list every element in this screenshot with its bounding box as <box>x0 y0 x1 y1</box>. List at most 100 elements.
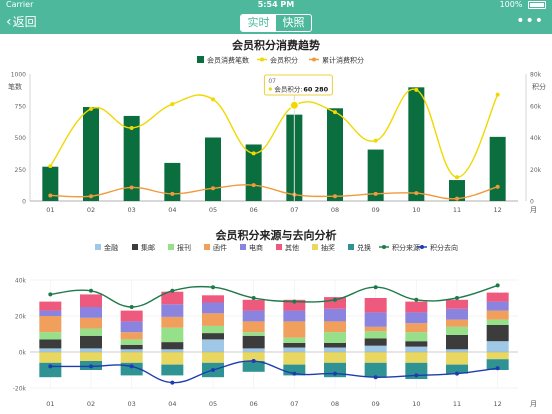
chart2-bar-segment <box>39 316 62 333</box>
chart1-xtick: 08 <box>331 206 339 214</box>
chart1-bar <box>489 136 506 201</box>
chart1-bar <box>245 144 262 201</box>
battery-icon <box>528 0 546 9</box>
chart2-point-dest <box>292 371 297 376</box>
chart2-bar-segment <box>161 342 184 350</box>
chart2-bar-segment <box>161 304 184 317</box>
chart1-tooltip-label: 会员积分: <box>274 85 302 94</box>
chart2-xtick: 05 <box>209 400 217 408</box>
chart2-bar-segment <box>80 352 102 361</box>
chart2-bar-segment <box>446 349 468 352</box>
chart2-xtick: 11 <box>453 400 461 408</box>
chart1-ylabel-right: 积分 <box>532 82 546 91</box>
chart2-xtick: 03 <box>128 400 136 408</box>
chart2-bar-segment <box>39 339 62 349</box>
chart1-point-cum <box>170 191 175 196</box>
chart2-point-dest <box>89 364 93 369</box>
chart2-legend-swatch <box>132 244 138 250</box>
chart2-xtick: 06 <box>250 400 258 408</box>
chart1-point-cum <box>129 185 134 190</box>
chart2-bar-segment <box>161 352 184 365</box>
chart2-point-dest <box>373 375 378 380</box>
chart2-legend-label: 函件 <box>213 243 227 252</box>
chart2-bar-segment <box>486 310 509 320</box>
chart2-bar-segment <box>486 301 509 311</box>
chart2-bar-segment <box>283 321 306 338</box>
chart1-point-cum <box>455 196 459 201</box>
chart2-bar-segment <box>486 292 509 302</box>
chart1-point-cum <box>333 194 337 199</box>
chart1-bar <box>408 87 425 201</box>
chart1-point-member <box>170 102 175 107</box>
chart2-legend-label: 积分来源 <box>392 243 420 252</box>
chart2-bar-segment <box>324 343 346 348</box>
chart2-bar-segment <box>120 339 143 345</box>
tab-snapshot[interactable]: 快照 <box>282 16 305 29</box>
chart2-line-dest <box>50 360 498 384</box>
chart2-bar-segment <box>364 298 387 313</box>
back-button[interactable]: ‹返回 <box>6 14 37 30</box>
chart1-line-cum <box>50 184 498 200</box>
chart2-bar-segment <box>364 326 387 332</box>
chart2-bar-segment <box>486 352 509 360</box>
chart2-bar-segment <box>324 297 346 309</box>
chart2-point-dest <box>170 380 175 385</box>
chart2-bar-segment <box>405 346 428 352</box>
chart2-bar-segment <box>202 325 224 334</box>
chart1-tooltip-dot <box>268 87 272 91</box>
tab-realtime[interactable]: 实时 <box>241 15 276 31</box>
chart1-xtick: 09 <box>372 206 380 214</box>
chart1-ytick-right: 0 <box>530 199 534 206</box>
clock: 5:54 PM <box>257 0 295 9</box>
chart2-bar-segment <box>242 310 265 322</box>
chart2-bar-segment <box>80 307 102 318</box>
chart2-bar-segment <box>405 312 428 324</box>
chart2-bar-segment <box>324 347 346 352</box>
more-dots-icon[interactable]: ••• <box>516 13 544 29</box>
chart1-line-member <box>49 88 499 178</box>
chart1-ytick-right: 20k <box>530 167 542 174</box>
chart2-legend-swatch <box>240 244 246 250</box>
chart2-bar-segment <box>202 295 224 303</box>
chevron-left-icon: ‹ <box>6 14 12 30</box>
chart2-bar-segment <box>405 323 428 333</box>
chart2-bar-segment <box>120 310 143 322</box>
chart1-ylabel-left: 笔数 <box>8 82 22 91</box>
chart1-bar <box>367 149 384 201</box>
chart2-xtick: 04 <box>168 400 176 408</box>
chart2-bar-segment <box>446 334 468 350</box>
chart2-legend-label: 金融 <box>104 243 118 252</box>
chart2-bar-segment <box>364 312 387 327</box>
chart2-ytick: 20k <box>15 314 27 321</box>
chart2-bar-segment <box>446 319 468 327</box>
view-segmented-control: 实时 快照 <box>240 14 312 32</box>
chart2-legend-swatch <box>95 244 101 250</box>
chart2-xtick: 07 <box>290 400 298 408</box>
chart2-bar-segment <box>120 349 143 352</box>
chart2-legend-swatch <box>312 244 318 250</box>
chart1-bar <box>327 108 343 201</box>
chart1-xtick: 01 <box>46 206 54 214</box>
chart1-point-cum <box>211 186 215 191</box>
chart1-point-cum <box>414 191 419 196</box>
chart2-bar-segment <box>446 364 468 374</box>
chart2-point-source <box>129 305 134 309</box>
chart2-bar-segment <box>405 301 428 313</box>
chart2-bar-segment <box>486 325 509 342</box>
chart1-point-cum <box>373 191 378 196</box>
chart2-legend-swatch <box>204 244 210 250</box>
chart2-legend-label: 电商 <box>249 243 263 252</box>
chart1-legend-label: 累计消费积分 <box>322 56 364 65</box>
chart1-tooltip-marker <box>289 100 299 110</box>
chart2-bar-segment <box>364 338 387 346</box>
chart2-ytick: 40k <box>15 278 27 285</box>
chart1-point-member <box>414 87 419 92</box>
chart2-bar-segment <box>283 310 306 322</box>
chart2-bar-segment <box>80 328 102 336</box>
chart1-ytick-left: 1000 <box>11 72 26 79</box>
chart1-legend-dot-cum <box>312 57 316 62</box>
chart2-point-source <box>455 296 459 300</box>
chart2-point-source <box>89 288 93 293</box>
chart2-legend-swatch <box>348 244 354 250</box>
chart2-bar-segment <box>120 332 143 340</box>
